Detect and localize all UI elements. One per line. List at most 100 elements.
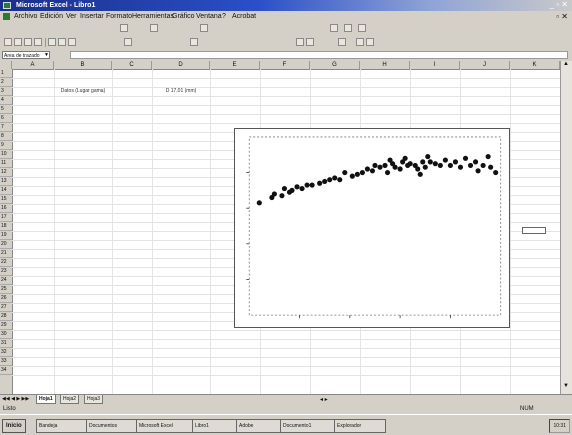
row-header-30[interactable]: 30	[0, 330, 12, 339]
scroll-up-icon[interactable]: ▲	[563, 61, 569, 67]
row-header-26[interactable]: 26	[0, 294, 12, 303]
row-header-9[interactable]: 9	[0, 141, 12, 150]
menu-ventana[interactable]: Ventana	[196, 13, 222, 20]
column-header-c[interactable]: C	[112, 61, 152, 69]
row-header-10[interactable]: 10	[0, 150, 12, 159]
row-header-32[interactable]: 32	[0, 348, 12, 357]
row-header-14[interactable]: 14	[0, 186, 12, 195]
row-header-2[interactable]: 2	[0, 78, 12, 87]
new-button[interactable]	[4, 38, 12, 46]
chart-type-button[interactable]	[120, 24, 128, 32]
taskbar-item-3[interactable]: Microsoft Excel	[136, 419, 194, 433]
row-header-24[interactable]: 24	[0, 276, 12, 285]
taskbar-item-7[interactable]: Explorador	[334, 419, 386, 433]
cut-button[interactable]	[124, 38, 132, 46]
taskbar-item-5[interactable]: Adobe	[236, 419, 282, 433]
column-header-b[interactable]: B	[54, 61, 112, 69]
row-header-18[interactable]: 18	[0, 222, 12, 231]
formula-input[interactable]	[70, 51, 568, 59]
row-header-7[interactable]: 7	[0, 123, 12, 132]
chart-wizard-button[interactable]	[296, 38, 304, 46]
menu-archivo[interactable]: Archivo	[14, 13, 38, 20]
scroll-down-icon[interactable]: ▼	[563, 383, 569, 389]
open-button[interactable]	[14, 38, 22, 46]
row-header-23[interactable]: 23	[0, 267, 12, 276]
row-header-33[interactable]: 33	[0, 357, 12, 366]
chart-legend[interactable]	[522, 227, 546, 234]
row-header-21[interactable]: 21	[0, 249, 12, 258]
column-header-j[interactable]: J	[460, 61, 510, 69]
cell-d2-header[interactable]: D 17,01 (mm)	[165, 88, 197, 94]
cell-b2-header[interactable]: Datos (Lugar gama)	[60, 88, 106, 94]
row-header-15[interactable]: 15	[0, 195, 12, 204]
column-header-d[interactable]: D	[152, 61, 210, 69]
column-header-e[interactable]: E	[210, 61, 260, 69]
font-color-button[interactable]	[344, 24, 352, 32]
column-header-i[interactable]: I	[410, 61, 460, 69]
row-header-4[interactable]: 4	[0, 96, 12, 105]
column-header-h[interactable]: H	[360, 61, 410, 69]
row-header-25[interactable]: 25	[0, 285, 12, 294]
row-header-19[interactable]: 19	[0, 231, 12, 240]
window-controls[interactable]: _ ▫ ✕	[549, 0, 568, 9]
row-header-29[interactable]: 29	[0, 321, 12, 330]
taskbar-item-4[interactable]: Libro1	[192, 419, 238, 433]
horizontal-scroll-icon[interactable]: ◂ ▸	[320, 397, 328, 403]
drawing-button[interactable]	[306, 38, 314, 46]
menu-grafico[interactable]: Gráfico	[172, 13, 195, 20]
column-header-g[interactable]: G	[310, 61, 360, 69]
save-button[interactable]	[24, 38, 32, 46]
sheet-nav-arrows-icon[interactable]: ◀◀ ◀ ▶ ▶▶	[2, 396, 30, 402]
row-header-31[interactable]: 31	[0, 339, 12, 348]
print-button[interactable]	[48, 38, 56, 46]
column-header-f[interactable]: F	[260, 61, 310, 69]
taskbar-item-6[interactable]: Documento1	[280, 419, 336, 433]
row-header-11[interactable]: 11	[0, 159, 12, 168]
document-controls[interactable]: ▫ ✕	[556, 12, 568, 21]
email-button[interactable]	[34, 38, 42, 46]
chart-legend-button[interactable]	[150, 24, 158, 32]
taskbar-item-2[interactable]: Documentos	[86, 419, 138, 433]
select-all-corner[interactable]	[0, 61, 12, 69]
menu-ayuda[interactable]: ?	[222, 13, 226, 20]
column-header-k[interactable]: K	[510, 61, 560, 69]
preview-button[interactable]	[58, 38, 66, 46]
row-header-34[interactable]: 34	[0, 366, 12, 375]
zoom-button[interactable]	[338, 38, 346, 46]
menu-herramientas[interactable]: Herramientas	[132, 13, 175, 20]
row-header-27[interactable]: 27	[0, 303, 12, 312]
row-header-17[interactable]: 17	[0, 213, 12, 222]
row-header-20[interactable]: 20	[0, 240, 12, 249]
vertical-scrollbar[interactable]: ▲ ▼	[560, 61, 572, 394]
row-header-6[interactable]: 6	[0, 114, 12, 123]
menu-edicion[interactable]: Edición	[40, 13, 63, 20]
column-header-a[interactable]: A	[12, 61, 54, 69]
borders-button[interactable]	[358, 24, 366, 32]
help-button[interactable]	[356, 38, 364, 46]
row-header-16[interactable]: 16	[0, 204, 12, 213]
menu-formato[interactable]: Formato	[106, 13, 133, 20]
row-header-22[interactable]: 22	[0, 258, 12, 267]
fill-color-button[interactable]	[330, 24, 338, 32]
menu-acrobat[interactable]: Acrobat	[232, 13, 257, 20]
scatter-chart[interactable]	[234, 128, 510, 328]
menu-insertar[interactable]: Insertar	[80, 13, 104, 20]
row-header-13[interactable]: 13	[0, 177, 12, 186]
menu-ver[interactable]: Ver	[66, 13, 77, 20]
row-header-8[interactable]: 8	[0, 132, 12, 141]
sheet-tab-hoja2[interactable]: Hoja2	[60, 395, 80, 404]
sheet-tab-hoja1[interactable]: Hoja1	[36, 395, 56, 404]
chart-format-button[interactable]	[200, 24, 208, 32]
acrobat-button[interactable]	[366, 38, 374, 46]
row-header-1[interactable]: 1	[0, 69, 12, 78]
name-box-dropdown-icon[interactable]: ▼	[44, 52, 49, 58]
row-header-28[interactable]: 28	[0, 312, 12, 321]
row-header-3[interactable]: 3	[0, 87, 12, 96]
row-header-5[interactable]: 5	[0, 105, 12, 114]
taskbar-item-1[interactable]: Bandeja	[36, 419, 88, 433]
sheet-tab-hoja3[interactable]: Hoja3	[84, 395, 104, 404]
undo-button[interactable]	[190, 38, 198, 46]
name-box[interactable]: Area de trazado	[2, 51, 50, 59]
start-button[interactable]: Inicio	[2, 419, 26, 433]
spell-button[interactable]	[68, 38, 76, 46]
